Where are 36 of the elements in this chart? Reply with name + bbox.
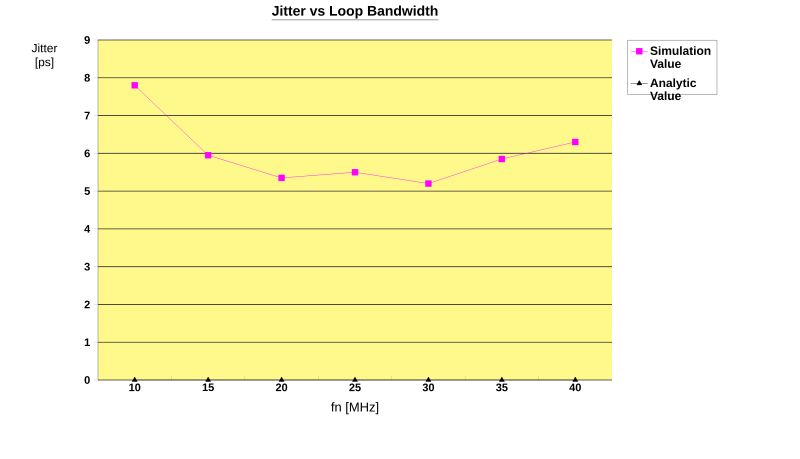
- legend-label: Analytic Value: [650, 78, 696, 100]
- point: [278, 174, 285, 182]
- point: [425, 180, 432, 187]
- chart-title: Jitter vs Loop Bandwidth: [272, 5, 438, 18]
- x-tick-label: 35: [496, 384, 508, 392]
- point: [352, 169, 358, 176]
- point: [572, 376, 578, 382]
- y-tick-label: 3: [84, 262, 90, 271]
- y-tick-label: 2: [84, 300, 90, 308]
- legend-label: Simulation Value: [650, 46, 710, 68]
- x-tick-label: 40: [569, 384, 581, 392]
- point: [426, 376, 432, 382]
- point: [132, 376, 138, 382]
- point: [132, 82, 138, 89]
- point: [204, 152, 212, 158]
- y-tick-label: 0: [84, 376, 90, 384]
- point: [278, 376, 284, 382]
- y-tick-label: 7: [84, 112, 90, 120]
- y-tick-label: 4: [84, 225, 90, 233]
- point: [205, 376, 211, 382]
- y-tick-label: 9: [84, 36, 90, 44]
- x-tick-label: 15: [202, 384, 214, 392]
- x-tick-label: 25: [349, 384, 361, 392]
- y-tick-label: 6: [84, 149, 90, 158]
- y-axis-title: Jitter [ps]: [32, 44, 58, 69]
- y-tick-label: 8: [84, 74, 90, 82]
- y-tick-label: 5: [84, 187, 90, 195]
- x-axis-title: fn [MHz]: [331, 402, 378, 414]
- point: [352, 376, 358, 382]
- x-tick-label: 10: [129, 384, 140, 392]
- x-tick-label: 30: [422, 384, 434, 392]
- point: [498, 156, 506, 162]
- point: [572, 138, 578, 146]
- x-tick-label: 20: [276, 384, 288, 392]
- point: [499, 376, 505, 382]
- y-tick-label: 1: [84, 338, 90, 346]
